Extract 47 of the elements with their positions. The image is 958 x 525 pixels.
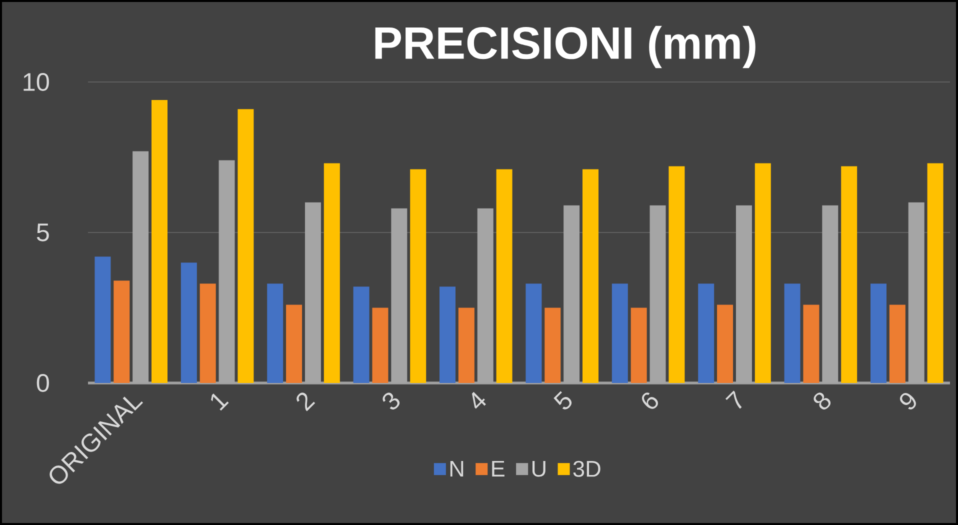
bar — [717, 304, 734, 383]
y-tick-label: 5 — [36, 224, 49, 242]
bar — [668, 166, 685, 383]
bar — [94, 256, 111, 383]
bar — [410, 169, 426, 383]
y-tick-label: 10 — [24, 73, 49, 91]
bar — [582, 169, 598, 383]
bar — [200, 284, 216, 383]
bar — [612, 284, 628, 383]
bar — [180, 262, 197, 383]
chart-title: PRECISIONI (mm) — [375, 26, 756, 68]
bar — [152, 100, 168, 383]
bar — [372, 308, 388, 383]
legend-label: 3D — [573, 460, 600, 477]
bar — [114, 280, 130, 383]
bar — [754, 163, 771, 383]
bar — [324, 163, 340, 383]
x-tick-label: 1 — [211, 394, 229, 411]
bar — [803, 304, 820, 383]
bar — [526, 284, 542, 383]
bar — [458, 308, 474, 383]
x-tick-label: 9 — [900, 393, 916, 410]
bar — [286, 304, 302, 383]
x-tick-label: 7 — [725, 390, 742, 409]
bar — [496, 169, 512, 383]
bar — [440, 286, 456, 383]
y-tick-label: 0 — [36, 374, 49, 392]
bar — [630, 308, 647, 383]
bar — [353, 286, 370, 383]
bar — [841, 166, 858, 383]
bar — [784, 284, 800, 383]
x-tick-label: 2 — [296, 392, 316, 412]
bar — [698, 284, 714, 383]
bar — [267, 284, 284, 383]
x-tick-label: 6 — [642, 392, 658, 409]
bar — [870, 284, 886, 383]
legend-label: N — [450, 460, 464, 477]
legend-label: U — [532, 460, 546, 477]
x-tick-label: 3 — [382, 392, 400, 410]
x-tick-label: 4 — [472, 392, 486, 409]
bar — [544, 308, 561, 383]
legend-label: E — [492, 460, 504, 477]
x-tick-label: 8 — [814, 392, 831, 410]
bar — [927, 163, 944, 383]
bar — [889, 304, 906, 383]
bar — [238, 109, 254, 383]
x-tick-label: 5 — [554, 391, 572, 410]
